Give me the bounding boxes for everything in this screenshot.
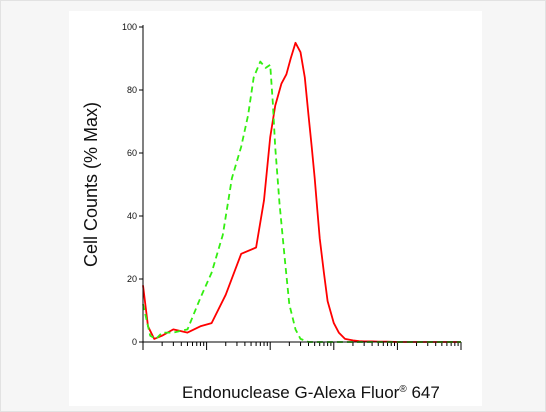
y-tick-label: 40	[127, 211, 137, 221]
control-series-line	[142, 60, 461, 343]
y-tick-label: 0	[132, 337, 137, 347]
x-axis-label: Endonuclease G-Alexa Fluor® 647	[182, 383, 440, 403]
y-tick-label: 60	[127, 148, 137, 158]
registered-mark: ®	[399, 384, 407, 395]
histogram-chart: 0 20 40 60 80 100 Cell Counts (% Max)	[81, 22, 462, 350]
chart-panel: 0 20 40 60 80 100 Cell Counts (% Max) Endonuc…	[69, 11, 482, 406]
y-axis-label: Cell Counts (% Max)	[81, 102, 101, 267]
x-axis-ticks	[142, 342, 462, 350]
sample-series-line	[142, 41, 461, 343]
y-tick-label: 80	[127, 85, 137, 95]
y-tick-label: 20	[127, 274, 137, 284]
x-axis-label-suffix: 647	[406, 383, 440, 402]
x-axis-label-text: Endonuclease G-Alexa Fluor	[182, 383, 400, 402]
y-axis-ticks: 0 20 40 60 80 100	[122, 22, 143, 347]
y-tick-label: 100	[122, 22, 137, 32]
series-group	[142, 41, 461, 343]
